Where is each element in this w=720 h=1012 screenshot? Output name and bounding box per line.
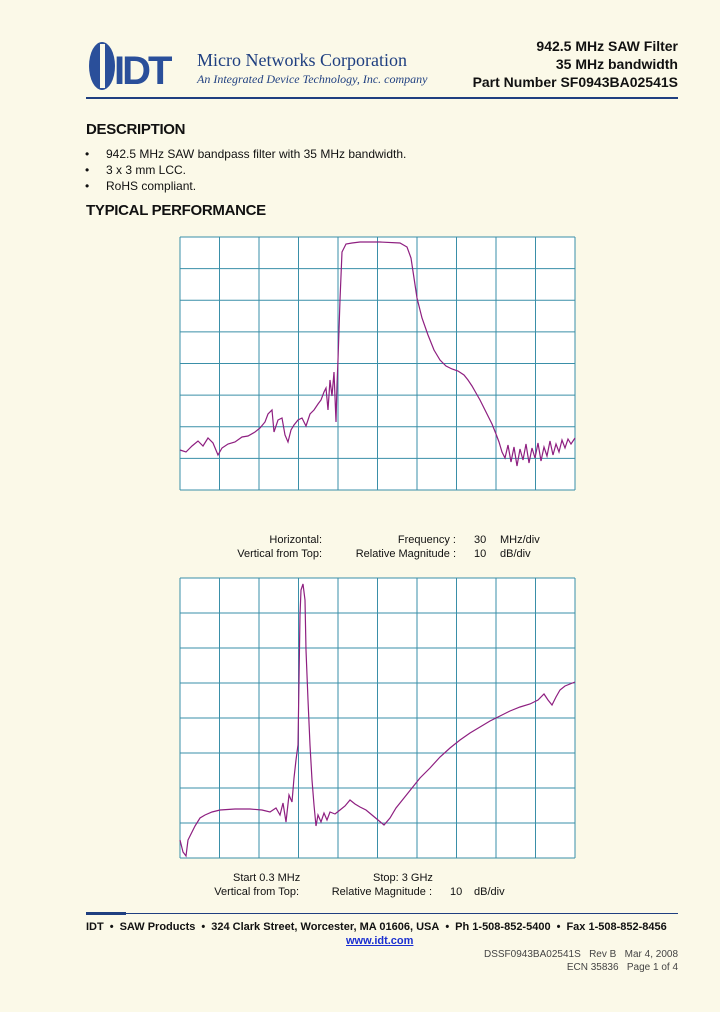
title-line: 35 MHz bandwidth (555, 56, 678, 72)
heading: DESCRIPTION (86, 121, 186, 138)
title-line: 942.5 MHz SAW Filter (536, 38, 678, 54)
caption: Stop: 3 GHz (373, 872, 433, 884)
title-line: Part Number SF0943BA02541S (472, 74, 678, 90)
caption: Frequency : (397, 534, 456, 546)
doc-number: DSSF0943BA02541S Rev B Mar 4, 2008 (484, 949, 678, 960)
company: Micro Networks Corporation (197, 50, 407, 70)
plot (179, 577, 576, 859)
caption: Horizontal: (269, 534, 322, 546)
tagline: An Integrated Device Technology, Inc. co… (197, 72, 428, 86)
caption: Vertical from Top: (214, 886, 299, 898)
caption: Vertical from Top: (237, 548, 322, 560)
bullet: 3 x 3 mm LCC. (85, 163, 186, 177)
rule (86, 913, 678, 914)
footer-line: IDTSAW Products324 Clark Street, Worcest… (86, 921, 667, 933)
plot (179, 236, 576, 491)
caption: Relative Magnitude : (355, 548, 456, 560)
footer-item: 324 Clark Street, Worcester, MA 01606, U… (195, 921, 439, 933)
ecn: ECN 35836 Page 1 of 4 (566, 962, 678, 973)
logo: IDT (89, 42, 175, 92)
bullet: RoHS compliant. (85, 179, 196, 193)
heading: TYPICAL PERFORMANCE (86, 202, 266, 219)
caption: 10 (474, 548, 487, 560)
rule (86, 97, 678, 99)
trace (179, 241, 576, 467)
caption: 10 (450, 886, 463, 898)
caption: Relative Magnitude : (331, 886, 432, 898)
caption: dB/div (500, 548, 531, 560)
rule-accent (86, 912, 126, 915)
website-link[interactable]: www.idt.com (346, 935, 414, 947)
caption: dB/div (474, 886, 505, 898)
trace (179, 583, 576, 858)
footer-item: SAW Products (104, 921, 196, 933)
footer-item: Ph 1-508-852-5400 (439, 921, 550, 933)
footer-item: IDT (86, 921, 104, 933)
footer-item: Fax 1-508-852-8456 (551, 921, 667, 933)
bullet: 942.5 MHz SAW bandpass filter with 35 MH… (85, 147, 406, 161)
logo-text: IDT (114, 49, 172, 92)
caption: MHz/div (500, 534, 540, 546)
caption: 30 (474, 534, 487, 546)
caption: Start 0.3 MHz (233, 872, 301, 884)
